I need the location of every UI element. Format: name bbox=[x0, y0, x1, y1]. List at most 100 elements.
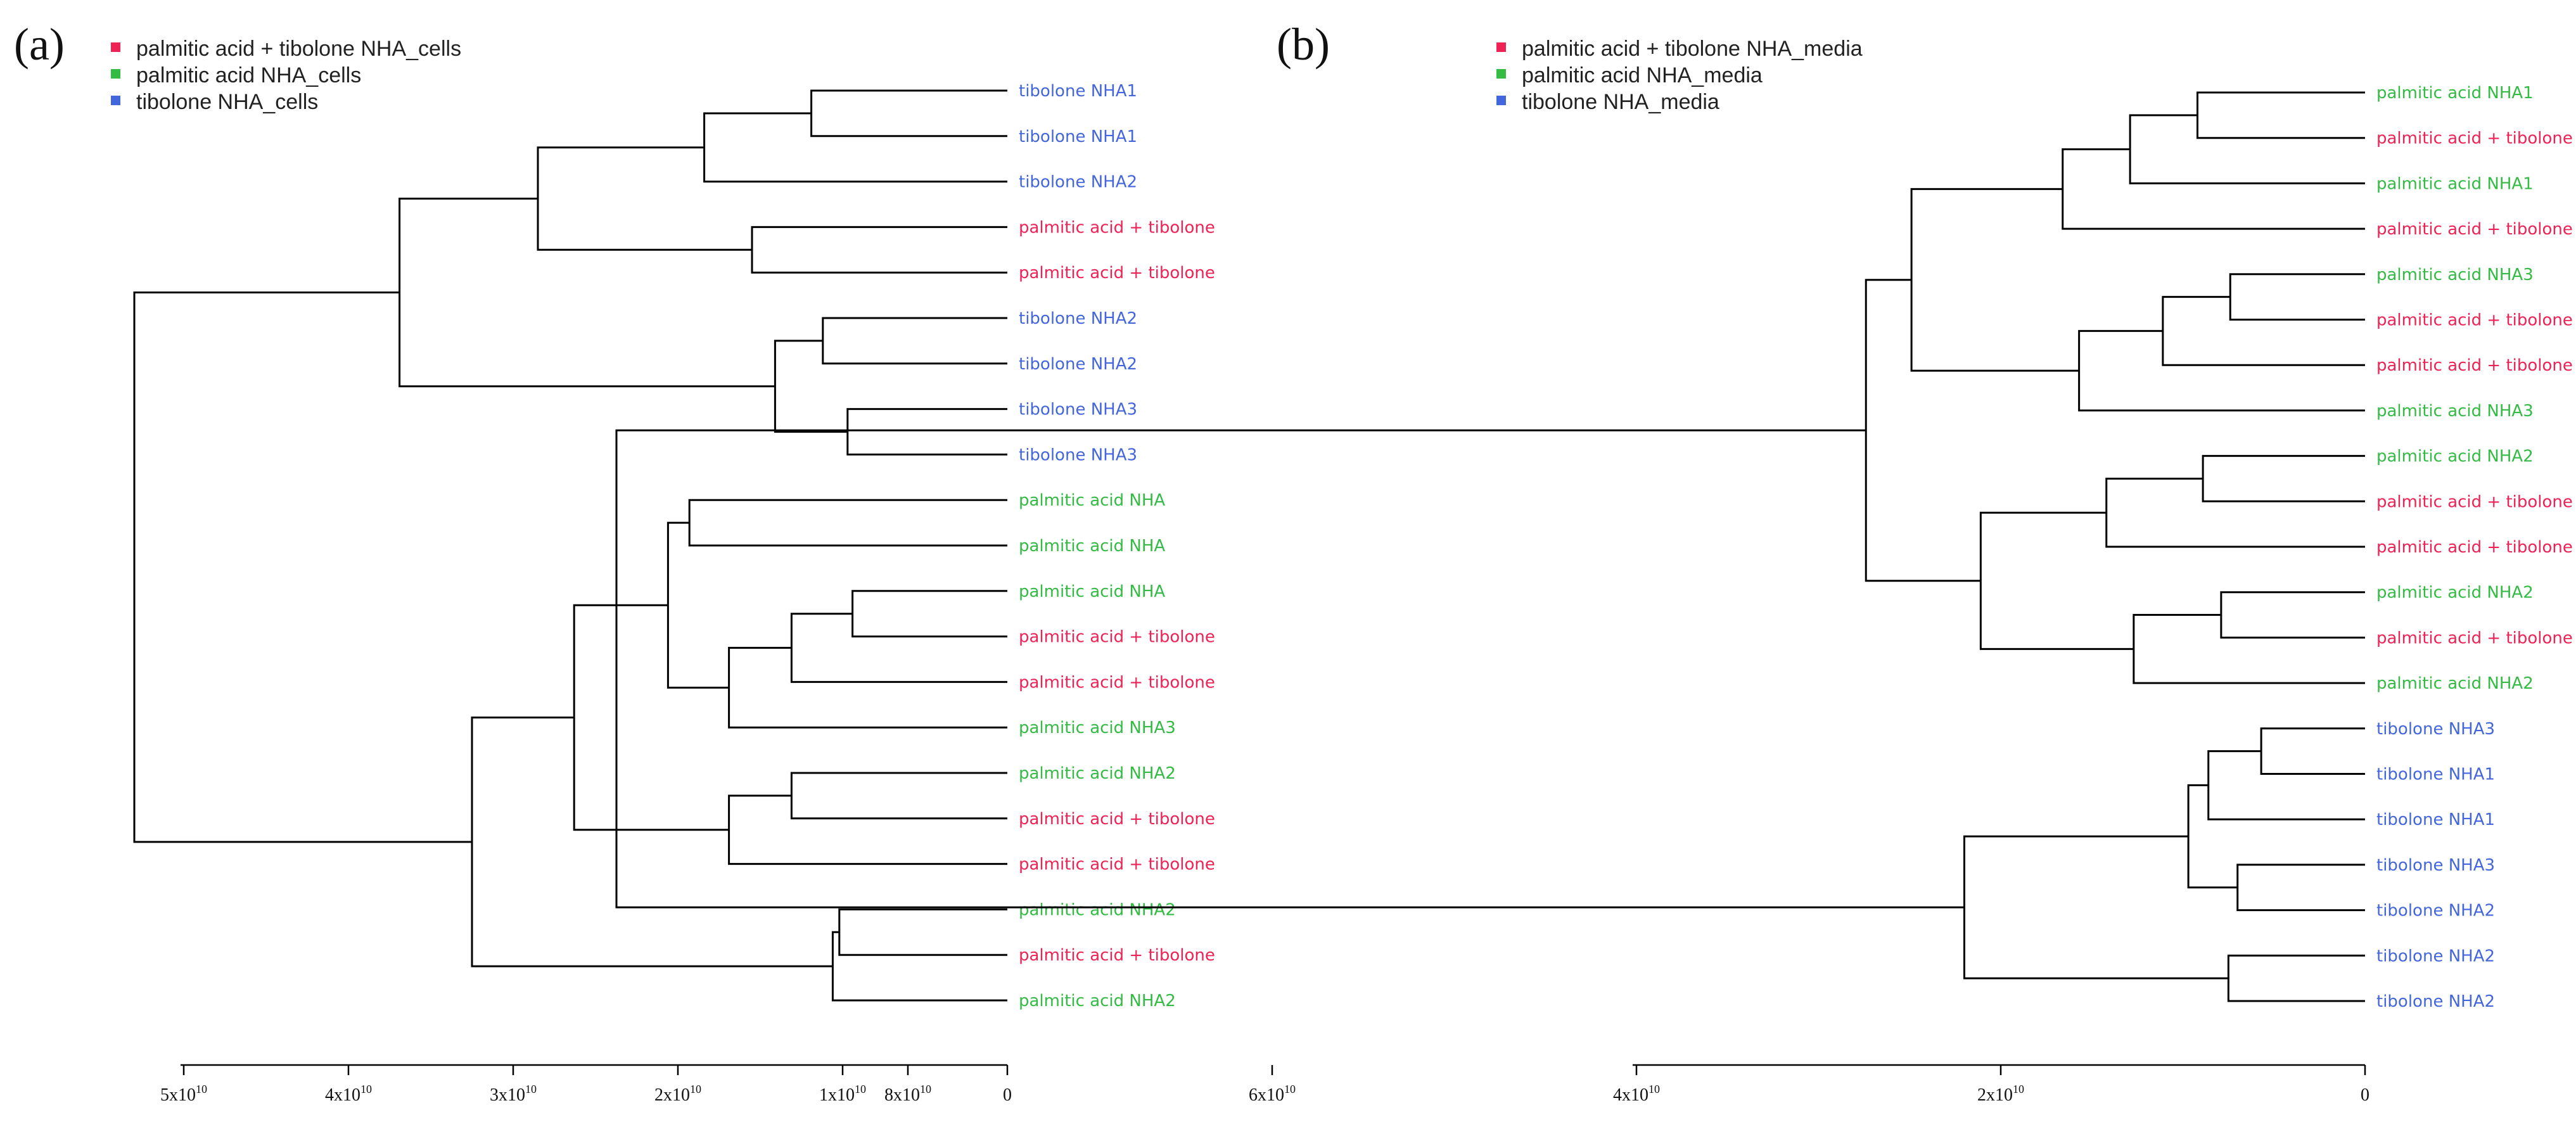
dendrogram-branch bbox=[1865, 279, 1981, 582]
legend-swatch bbox=[1496, 96, 1506, 105]
leaf-label: palmitic acid NHA bbox=[1019, 582, 1165, 601]
axis-tick-label: 1x1010 bbox=[819, 1083, 866, 1105]
legend-swatch bbox=[1496, 42, 1506, 52]
axis-tick-label: 5x1010 bbox=[160, 1083, 207, 1105]
dendrogram-branch bbox=[2078, 329, 2365, 412]
leaf-label: tibolone NHA1 bbox=[1019, 82, 1137, 101]
panel-label: (a) bbox=[14, 19, 65, 70]
dendrogram-branch bbox=[774, 340, 848, 433]
dendrogram-branch bbox=[2105, 477, 2365, 548]
leaf-label: palmitic acid + tibolone bbox=[2376, 492, 2573, 511]
leaf-label: palmitic acid + tibolone bbox=[1019, 218, 1215, 237]
leaf-label: tibolone NHA1 bbox=[1019, 127, 1137, 146]
leaf-label: palmitic acid NHA bbox=[1019, 537, 1165, 556]
dendrogram-branch bbox=[2229, 273, 2365, 321]
dendrogram-branch bbox=[615, 429, 1965, 909]
leaf-label: palmitic acid NHA bbox=[1019, 491, 1165, 510]
dendrogram-branch bbox=[2162, 296, 2365, 366]
dendrogram-branch bbox=[471, 716, 833, 967]
leaf-label: tibolone NHA3 bbox=[2376, 720, 2495, 739]
dendrogram-branch bbox=[2220, 591, 2365, 639]
legend-entry: palmitic acid NHA_media bbox=[1522, 63, 1763, 87]
dendrogram-branch bbox=[133, 291, 472, 843]
leaf-label: palmitic acid + tibolone bbox=[1019, 946, 1215, 965]
leaf-label: palmitic acid + tibolone bbox=[1019, 628, 1215, 647]
leaf-label: palmitic acid NHA2 bbox=[1019, 900, 1176, 919]
leaf-label: tibolone NHA2 bbox=[1019, 355, 1137, 374]
leaf-label: palmitic acid NHA2 bbox=[2376, 674, 2534, 693]
leaf-label: palmitic acid + tibolone bbox=[2376, 628, 2573, 647]
axis-tick-label: 4x1010 bbox=[325, 1083, 372, 1105]
axis-tick-label: 8x1010 bbox=[884, 1083, 931, 1105]
legend-entry: palmitic acid + tibolone NHA_media bbox=[1522, 37, 1863, 61]
legend-swatch bbox=[111, 96, 120, 105]
leaf-label: palmitic acid NHA2 bbox=[1019, 992, 1176, 1011]
leaf-label: tibolone NHA3 bbox=[2376, 856, 2495, 875]
panel-a: (a) palmitic acid + tibolone NHA_cellspal… bbox=[14, 19, 1215, 1105]
legend-swatch bbox=[1496, 69, 1506, 79]
dendrogram-branch bbox=[1910, 188, 2079, 372]
legend-entry: tibolone NHA_media bbox=[1522, 90, 1719, 114]
dendrogram-branch bbox=[790, 613, 1007, 683]
leaf-label: palmitic acid + tibolone bbox=[1019, 810, 1215, 829]
axis-tick-label: 2x1010 bbox=[1977, 1083, 2024, 1105]
panel-b: (b) palmitic acid + tibolone NHA_mediapal… bbox=[615, 19, 2573, 1105]
dendrogram-branch bbox=[2187, 784, 2238, 889]
leaf-label: palmitic acid NHA3 bbox=[1019, 718, 1176, 737]
leaf-label: tibolone NHA2 bbox=[2376, 902, 2495, 921]
dendrogram-branch bbox=[2133, 614, 2365, 684]
axis-tick-label: 0 bbox=[2361, 1085, 2369, 1105]
leaf-label: palmitic acid + tibolone bbox=[1019, 264, 1215, 283]
leaf-label: tibolone NHA3 bbox=[1019, 400, 1137, 419]
dendrogram-branch bbox=[846, 408, 1007, 456]
leaf-label: tibolone NHA2 bbox=[1019, 309, 1137, 328]
dendrogram-branch bbox=[810, 89, 1007, 137]
leaf-label: tibolone NHA2 bbox=[1019, 173, 1137, 192]
leaf-label: palmitic acid NHA2 bbox=[1019, 764, 1176, 783]
leaf-label: palmitic acid + tibolone bbox=[1019, 855, 1215, 874]
leaf-label: palmitic acid + tibolone bbox=[2376, 538, 2573, 557]
leaf-label: tibolone NHA1 bbox=[2376, 765, 2495, 784]
dendrogram-branch bbox=[399, 198, 775, 388]
axis-tick-label: 0 bbox=[1003, 1085, 1012, 1105]
dendrogram-branch bbox=[2062, 148, 2365, 230]
dendrogram-branch bbox=[728, 794, 1007, 865]
leaf-label: palmitic acid + tibolone bbox=[2376, 356, 2573, 375]
dendrogram-branch bbox=[666, 521, 729, 689]
axis-tick-label: 6x1010 bbox=[1249, 1083, 1296, 1105]
leaf-label: tibolone NHA3 bbox=[1019, 445, 1137, 464]
dendrogram-branch bbox=[537, 146, 752, 251]
legend-entry: tibolone NHA_cells bbox=[136, 90, 318, 114]
dendrogram-branch bbox=[790, 772, 1007, 820]
leaf-label: tibolone NHA2 bbox=[2376, 947, 2495, 966]
dendrogram-branch bbox=[851, 590, 1007, 638]
panel-label: (b) bbox=[1277, 19, 1330, 70]
leaf-label: tibolone NHA1 bbox=[2376, 810, 2495, 829]
dendrogram-branch bbox=[2260, 727, 2365, 775]
dendrogram-branch bbox=[831, 931, 1007, 1002]
leaf-label: palmitic acid + tibolone bbox=[1019, 673, 1215, 692]
legend-entry: palmitic acid + tibolone NHA_cells bbox=[136, 37, 461, 61]
dendrogram-branch bbox=[2227, 954, 2365, 1002]
dendrogram-branch bbox=[2236, 864, 2365, 912]
axis-tick-label: 4x1010 bbox=[1613, 1083, 1660, 1105]
axis-tick-label: 3x1010 bbox=[490, 1083, 537, 1105]
leaf-label: palmitic acid NHA3 bbox=[2376, 402, 2534, 421]
leaf-label: palmitic acid + tibolone bbox=[2376, 220, 2573, 239]
leaf-label: tibolone NHA2 bbox=[2376, 992, 2495, 1011]
legend-swatch bbox=[111, 69, 120, 79]
dendrogram-branch bbox=[2207, 750, 2365, 820]
leaf-label: palmitic acid NHA1 bbox=[2376, 84, 2534, 103]
dendrogram-branch bbox=[688, 499, 1007, 547]
legend-entry: palmitic acid NHA_cells bbox=[136, 63, 361, 87]
leaf-label: palmitic acid NHA2 bbox=[2376, 447, 2534, 466]
legend-swatch bbox=[111, 42, 120, 52]
dendrogram-branch bbox=[2202, 455, 2365, 502]
leaf-label: palmitic acid NHA1 bbox=[2376, 174, 2534, 193]
dendrogram-branch bbox=[2129, 114, 2365, 184]
leaf-label: palmitic acid + tibolone bbox=[2376, 129, 2573, 148]
dendrogram-branch bbox=[822, 317, 1007, 365]
dendrogram-branch bbox=[1979, 511, 2134, 650]
leaf-label: palmitic acid NHA3 bbox=[2376, 265, 2534, 284]
